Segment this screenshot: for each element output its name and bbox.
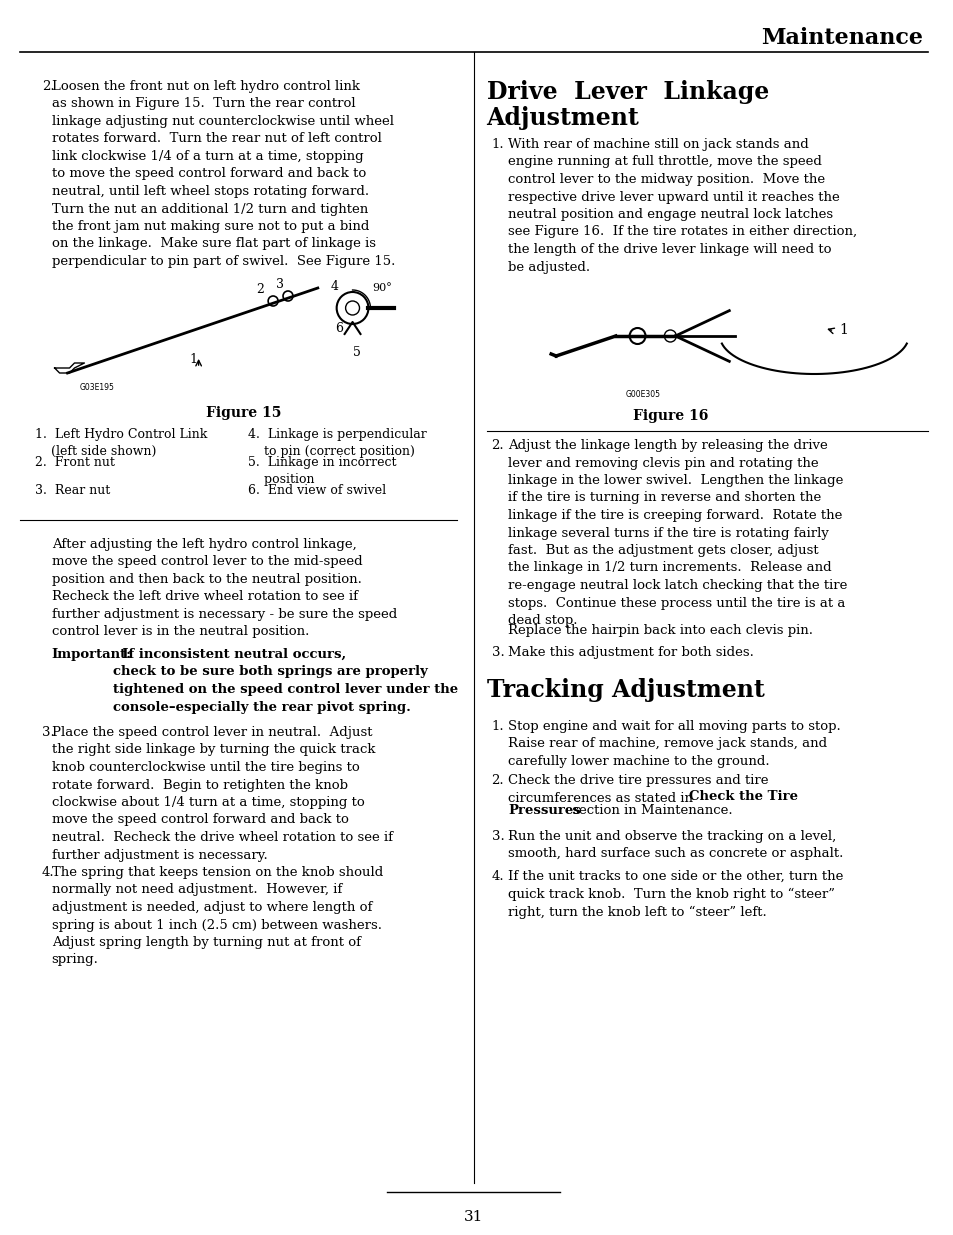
Text: 1.: 1.: [491, 138, 504, 151]
Text: 1.: 1.: [491, 720, 504, 734]
Text: With rear of machine still on jack stands and
engine running at full throttle, m: With rear of machine still on jack stand…: [508, 138, 857, 273]
Text: Drive  Lever  Linkage: Drive Lever Linkage: [486, 80, 768, 104]
Text: 31: 31: [463, 1210, 483, 1224]
Text: After adjusting the left hydro control linkage,
move the speed control lever to : After adjusting the left hydro control l…: [51, 538, 396, 638]
Text: 2.: 2.: [491, 774, 504, 787]
Text: Make this adjustment for both sides.: Make this adjustment for both sides.: [508, 646, 754, 659]
Text: 3.: 3.: [491, 830, 504, 844]
Text: G03E195: G03E195: [79, 383, 114, 391]
Text: 4: 4: [331, 280, 338, 293]
Text: 3.: 3.: [42, 726, 54, 739]
Text: 2: 2: [256, 283, 264, 296]
Text: G00E305: G00E305: [625, 390, 660, 399]
Text: Tracking Adjustment: Tracking Adjustment: [486, 678, 763, 701]
Text: Place the speed control lever in neutral.  Adjust
the right side linkage by turn: Place the speed control lever in neutral…: [51, 726, 393, 862]
Text: 2.: 2.: [42, 80, 54, 93]
Text: Pressures: Pressures: [508, 804, 580, 818]
Circle shape: [629, 329, 645, 345]
Text: 3.: 3.: [491, 646, 504, 659]
Circle shape: [345, 301, 359, 315]
Text: Check the Tire: Check the Tire: [688, 790, 798, 803]
Text: 2.: 2.: [491, 438, 504, 452]
Text: Replace the hairpin back into each clevis pin.: Replace the hairpin back into each clevi…: [508, 624, 813, 637]
Circle shape: [268, 296, 277, 306]
Text: 5.  Linkage in incorrect
    position: 5. Linkage in incorrect position: [248, 456, 396, 487]
Text: If the unit tracks to one side or the other, turn the
quick track knob.  Turn th: If the unit tracks to one side or the ot…: [508, 869, 843, 919]
Text: 1: 1: [190, 353, 197, 366]
Text: 4.: 4.: [42, 866, 54, 879]
Text: Important:: Important:: [51, 648, 132, 661]
Text: section in Maintenance.: section in Maintenance.: [567, 804, 732, 818]
Text: 2.  Front nut: 2. Front nut: [34, 456, 114, 469]
Text: 90°: 90°: [372, 283, 392, 293]
Text: Check the drive tire pressures and tire
circumferences as stated in: Check the drive tire pressures and tire …: [508, 774, 768, 804]
Text: 3.  Rear nut: 3. Rear nut: [34, 484, 110, 496]
FancyBboxPatch shape: [496, 278, 853, 393]
Text: 3: 3: [275, 278, 284, 291]
Text: Adjustment: Adjustment: [486, 106, 639, 130]
Text: 1.  Left Hydro Control Link
    (left side shown): 1. Left Hydro Control Link (left side sh…: [34, 429, 207, 458]
Text: Maintenance: Maintenance: [760, 27, 923, 49]
Text: Figure 16: Figure 16: [632, 409, 707, 424]
Text: 4.: 4.: [491, 869, 504, 883]
Circle shape: [283, 291, 293, 301]
FancyBboxPatch shape: [30, 258, 416, 388]
Text: 1: 1: [839, 324, 847, 337]
Text: Stop engine and wait for all moving parts to stop.
Raise rear of machine, remove: Stop engine and wait for all moving part…: [508, 720, 841, 768]
Text: 6: 6: [335, 322, 342, 335]
Text: Adjust the linkage length by releasing the drive
lever and removing clevis pin a: Adjust the linkage length by releasing t…: [508, 438, 847, 627]
Text: Run the unit and observe the tracking on a level,
smooth, hard surface such as c: Run the unit and observe the tracking on…: [508, 830, 843, 861]
Circle shape: [336, 291, 368, 324]
Text: Loosen the front nut on left hydro control link
as shown in Figure 15.  Turn the: Loosen the front nut on left hydro contr…: [51, 80, 395, 268]
Text: 5: 5: [353, 346, 360, 359]
Circle shape: [663, 330, 676, 342]
Text: 6.  End view of swivel: 6. End view of swivel: [248, 484, 386, 496]
Text: Figure 15: Figure 15: [206, 406, 281, 420]
Text: 4.  Linkage is perpendicular
    to pin (correct position): 4. Linkage is perpendicular to pin (corr…: [248, 429, 427, 458]
Text: The spring that keeps tension on the knob should
normally not need adjustment.  : The spring that keeps tension on the kno…: [51, 866, 382, 967]
Text: If inconsistent neutral occurs,
check to be sure both springs are properly
tight: If inconsistent neutral occurs, check to…: [113, 648, 457, 714]
